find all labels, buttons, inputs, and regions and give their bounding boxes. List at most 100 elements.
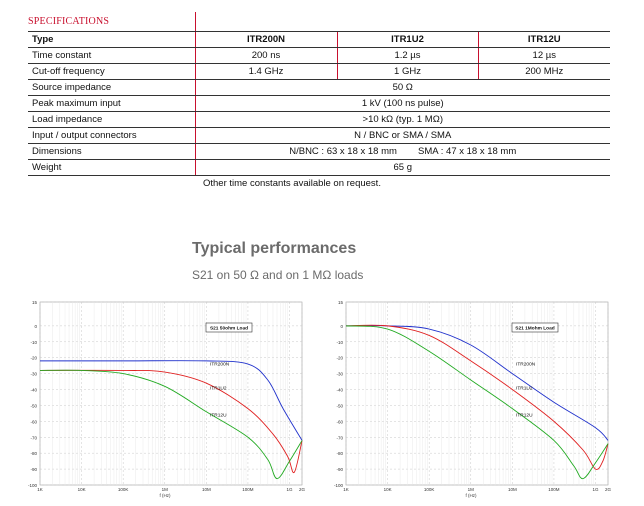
column-header: ITR1U2 bbox=[336, 31, 478, 48]
y-tick-label: -40 bbox=[336, 388, 343, 393]
title-divider bbox=[195, 12, 196, 31]
y-tick-label: -10 bbox=[30, 340, 37, 345]
x-tick-label: 10K bbox=[78, 487, 86, 492]
table-row: Dimensions N/BNC : 63 x 18 x 18 mm SMA :… bbox=[28, 143, 610, 160]
table-row: Cut-off frequency 1.4 GHz 1 GHz 200 MHz bbox=[28, 63, 610, 80]
x-tick-label: 1K bbox=[37, 487, 43, 492]
table-header-row: Type ITR200N ITR1U2 ITR12U bbox=[28, 31, 610, 48]
y-tick-label: -50 bbox=[30, 403, 37, 408]
cell-value: 1 GHz bbox=[336, 63, 478, 80]
table-row: Load impedance >10 kΩ (typ. 1 MΩ) bbox=[28, 111, 610, 128]
cell-value: 1.4 GHz bbox=[194, 63, 337, 80]
x-axis-label: f (Hz) bbox=[466, 493, 477, 498]
y-tick-label: -80 bbox=[336, 451, 343, 456]
y-tick-label: 15 bbox=[32, 300, 38, 305]
y-tick-label: -40 bbox=[30, 388, 37, 393]
series-label: ITR12U bbox=[210, 413, 227, 419]
y-tick-label: -10 bbox=[336, 340, 343, 345]
row-label: Source impedance bbox=[28, 79, 195, 96]
series-label: ITR12U bbox=[516, 413, 533, 419]
row-label: Weight bbox=[28, 159, 195, 176]
series-line-itr1u2 bbox=[345, 324, 609, 470]
y-tick-label: -20 bbox=[30, 356, 37, 361]
table-row: Time constant 200 ns 1.2 µs 12 µs bbox=[28, 47, 610, 64]
y-tick-label: -30 bbox=[30, 372, 37, 377]
series-line-itr200n bbox=[39, 360, 303, 441]
x-tick-label: 100M bbox=[242, 487, 254, 492]
series-line-itr12u bbox=[345, 325, 609, 480]
y-tick-label: -60 bbox=[336, 419, 343, 424]
x-tick-label: 10K bbox=[384, 487, 392, 492]
merged-cell-value: 65 g bbox=[194, 159, 610, 176]
chart-title: S21 1Mohm Load bbox=[515, 326, 555, 332]
series-label: ITR200N bbox=[210, 362, 230, 368]
row-label: Peak maximum input bbox=[28, 95, 195, 112]
y-tick-label: -100 bbox=[28, 483, 38, 488]
x-axis-label: f (Hz) bbox=[160, 493, 171, 498]
plot-frame bbox=[345, 301, 609, 486]
table-row: Input / output connectors N / BNC or SMA… bbox=[28, 127, 610, 144]
merged-cell-value: >10 kΩ (typ. 1 MΩ) bbox=[194, 111, 610, 128]
availability-note: Other time constants available on reques… bbox=[203, 178, 381, 189]
plot-frame bbox=[39, 301, 303, 486]
row-label: Dimensions bbox=[28, 143, 195, 160]
cell-value: 200 ns bbox=[194, 47, 337, 64]
chart-title-box: S21 1Mohm Load bbox=[511, 322, 559, 333]
cell-value: 200 MHz bbox=[477, 63, 610, 80]
x-tick-label: 1G bbox=[287, 487, 294, 492]
specifications-title: SPECIFICATIONS bbox=[28, 16, 110, 27]
series-label: ITR200N bbox=[516, 362, 536, 368]
y-tick-label: -90 bbox=[336, 467, 343, 472]
x-tick-label: 10M bbox=[508, 487, 517, 492]
row-label: Cut-off frequency bbox=[28, 63, 195, 80]
chart-title: S21 50ohm Load bbox=[210, 326, 248, 332]
merged-cell-value: N / BNC or SMA / SMA bbox=[194, 127, 610, 144]
merged-cell-value: N/BNC : 63 x 18 x 18 mm SMA : 47 x 18 x … bbox=[194, 143, 610, 160]
performance-title: Typical performances bbox=[192, 240, 357, 257]
y-tick-label: -50 bbox=[336, 403, 343, 408]
x-tick-label: 1M bbox=[162, 487, 169, 492]
row-label: Input / output connectors bbox=[28, 127, 195, 144]
x-tick-label: 1G bbox=[593, 487, 600, 492]
x-tick-label: 2G bbox=[299, 487, 306, 492]
row-label: Time constant bbox=[28, 47, 195, 64]
x-tick-label: 10M bbox=[202, 487, 211, 492]
series-label: ITR1U2 bbox=[516, 386, 533, 392]
y-tick-label: 0 bbox=[340, 324, 343, 329]
x-tick-label: 100K bbox=[424, 487, 435, 492]
series-line-itr12u bbox=[39, 369, 303, 480]
row-label: Load impedance bbox=[28, 111, 195, 128]
x-tick-label: 1K bbox=[343, 487, 349, 492]
table-row: Weight 65 g bbox=[28, 159, 610, 176]
y-tick-label: 15 bbox=[338, 300, 344, 305]
table-row: Peak maximum input 1 kV (100 ns pulse) bbox=[28, 95, 610, 112]
series-label: ITR1U2 bbox=[210, 386, 227, 392]
column-header: ITR12U bbox=[477, 31, 610, 48]
cell-value: 1.2 µs bbox=[336, 47, 478, 64]
x-tick-label: 1M bbox=[468, 487, 475, 492]
column-header: ITR200N bbox=[194, 31, 337, 48]
merged-cell-value: 50 Ω bbox=[194, 79, 610, 96]
y-tick-label: -70 bbox=[30, 435, 37, 440]
merged-cell-value: 1 kV (100 ns pulse) bbox=[194, 95, 610, 112]
y-tick-label: -100 bbox=[334, 483, 344, 488]
y-tick-label: 0 bbox=[34, 324, 37, 329]
x-tick-label: 100M bbox=[548, 487, 560, 492]
y-tick-label: -70 bbox=[336, 435, 343, 440]
performance-subtitle: S21 on 50 Ω and on 1 MΩ loads bbox=[192, 268, 364, 282]
y-tick-label: -60 bbox=[30, 419, 37, 424]
chart-title-box: S21 50ohm Load bbox=[205, 322, 253, 333]
series-line-itr1u2 bbox=[39, 369, 303, 474]
y-tick-label: -80 bbox=[30, 451, 37, 456]
y-tick-label: -90 bbox=[30, 467, 37, 472]
table-row: Source impedance 50 Ω bbox=[28, 79, 610, 96]
column-header: Type bbox=[28, 31, 195, 48]
x-tick-label: 2G bbox=[605, 487, 612, 492]
specifications-table: Type ITR200N ITR1U2 ITR12U Time constant… bbox=[28, 31, 610, 176]
cell-value: 12 µs bbox=[477, 47, 610, 64]
y-tick-label: -20 bbox=[336, 356, 343, 361]
x-tick-label: 100K bbox=[118, 487, 129, 492]
y-tick-label: -30 bbox=[336, 372, 343, 377]
